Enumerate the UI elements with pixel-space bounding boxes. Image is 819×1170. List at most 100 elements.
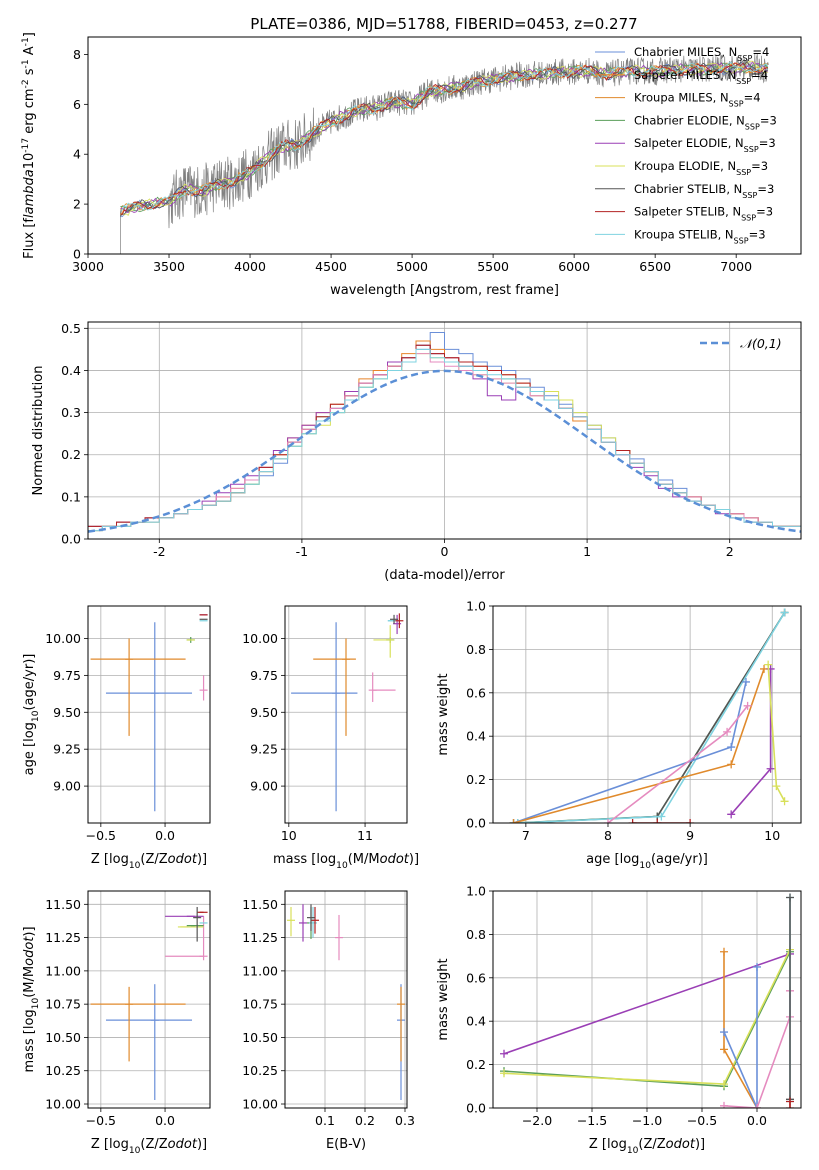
y-tick-label: 4 <box>73 147 81 162</box>
y-tick-label: 11.00 <box>45 963 81 978</box>
errorbar-point <box>307 904 315 931</box>
x-tick-label: 0.3 <box>395 1113 415 1128</box>
y-tick-label: 6 <box>73 97 81 112</box>
errorbar-point <box>90 986 186 1062</box>
legend-entry: Salpeter STELIB, NSSP=3 <box>634 205 773 223</box>
errorbar-point <box>397 986 405 1062</box>
model-spectrum-line <box>120 60 769 213</box>
y-tick-label: 8 <box>73 47 81 62</box>
model-spectrum-line <box>120 62 769 215</box>
y-tick-label: 9.00 <box>53 779 81 794</box>
x-tick-label: 11 <box>357 828 373 843</box>
panels-container: Chabrier MILES, NSSP=4 Salpeter MILES, NS… <box>21 32 802 1156</box>
x-tick-label: 10 <box>764 828 780 843</box>
mass-weight-line <box>517 612 786 823</box>
y-axis-label: mass [log10(M/Modot)] <box>22 926 41 1072</box>
x-tick-label: 0 <box>441 544 449 559</box>
mass-weight-marker <box>723 727 732 736</box>
y-tick-label: 11.50 <box>45 897 81 912</box>
mass-weight-line <box>503 953 791 1055</box>
y-tick-label: 11.00 <box>242 963 278 978</box>
plot-area <box>88 332 801 533</box>
x-tick-label: 0.1 <box>315 1113 335 1128</box>
plot-area <box>90 906 208 1101</box>
x-tick-label: -1 <box>296 544 308 559</box>
y-tick-label: 0.0 <box>61 532 81 547</box>
axes-frame <box>87 890 211 1109</box>
y-tick-label: 10.00 <box>242 631 278 646</box>
errorbar-point <box>309 906 317 938</box>
axes-frame <box>284 605 408 824</box>
plot-area <box>120 53 769 254</box>
y-tick-label: 10.00 <box>45 1097 81 1112</box>
legend-entry: Kroupa STELIB, NSSP=3 <box>634 227 766 245</box>
errorbar-point <box>313 638 356 736</box>
mass-weight-line <box>723 967 758 1108</box>
y-axis-label: mass weight <box>436 958 451 1040</box>
y-tick-label: 0.2 <box>61 447 81 462</box>
errorbar-point <box>193 906 202 942</box>
x-tick-label: 7 <box>522 828 530 843</box>
panel-age-vs-z: −0.5 0.0 9.00 9.25 9.50 9.75 10.00 Z [log10(Z/Z… <box>22 605 211 871</box>
plot-area <box>509 608 789 823</box>
mass-weight-marker <box>786 1097 794 1106</box>
model-spectrum-line <box>120 61 769 212</box>
y-tick-label: 2 <box>73 197 81 212</box>
y-tick-label: 0.3 <box>61 405 81 420</box>
mass-weight-marker <box>500 1069 508 1078</box>
y-tick-label: 0.0 <box>466 1101 486 1116</box>
y-tick-label: 10.75 <box>45 997 81 1012</box>
y-tick-label: 10.25 <box>45 1063 81 1078</box>
x-tick-label: 4000 <box>234 259 266 274</box>
errorbar-point <box>90 638 186 736</box>
x-axis-label: Z [log10(Z/Zodot)] <box>589 1137 705 1156</box>
errorbar-point <box>335 914 343 961</box>
errorbar-point <box>287 906 295 937</box>
y-tick-label: 9.50 <box>250 705 278 720</box>
mass-weight-marker <box>657 812 666 821</box>
axes-frame <box>492 605 802 824</box>
y-tick-label: 1.0 <box>466 599 486 614</box>
y-tick-label: 0.8 <box>466 642 486 657</box>
errorbar-point <box>368 672 396 702</box>
legend-entry: Chabrier MILES, NSSP=4 <box>634 45 769 63</box>
mass-weight-marker <box>628 819 637 823</box>
mass-weight-marker <box>741 677 750 686</box>
mass-weight-marker <box>686 819 695 823</box>
x-tick-label: 7000 <box>720 259 752 274</box>
observed-spectrum-line <box>120 53 769 254</box>
y-tick-label: 9.25 <box>53 742 81 757</box>
mass-weight-marker <box>603 819 612 823</box>
legend-entry: 𝒩(0,1) <box>740 336 782 351</box>
mass-weight-marker <box>727 743 736 752</box>
mass-weight-marker <box>720 1028 728 1037</box>
y-tick-label: 10.00 <box>45 631 81 646</box>
legend-entry: Chabrier STELIB, NSSP=3 <box>634 182 774 200</box>
mass-weight-marker <box>720 1101 728 1108</box>
y-tick-label: 0.4 <box>466 1014 486 1029</box>
x-tick-label: 10 <box>281 828 297 843</box>
x-axis-label: age [log10(age/yr)] <box>586 852 708 871</box>
x-tick-label: −0.5 <box>687 1113 717 1128</box>
errorbar-point <box>165 916 208 961</box>
errorbar-point <box>373 625 395 658</box>
mass-weight-marker <box>509 819 518 823</box>
plot-area <box>287 904 405 1101</box>
y-axis-label: age [log10(age/yr)] <box>22 654 41 776</box>
y-tick-label: 0.6 <box>466 970 486 985</box>
y-axis-label: Flux [flambda10-17 erg cm-2 s-1 A-1] <box>21 32 37 259</box>
model-spectrum-line <box>120 61 769 217</box>
legend-entry: Salpeter MILES, NSSP=4 <box>634 68 768 86</box>
mass-weight-marker <box>720 1045 728 1054</box>
x-tick-label: -2 <box>153 544 165 559</box>
mass-weight-marker <box>727 760 736 769</box>
histogram-series <box>88 348 801 532</box>
mass-weight-line <box>513 681 747 823</box>
x-tick-label: 6000 <box>558 259 590 274</box>
plot-area <box>500 893 794 1108</box>
mass-weight-marker <box>786 893 794 902</box>
x-tick-label: 0.2 <box>355 1113 375 1128</box>
x-axis-label: (data-model)/error <box>384 568 505 583</box>
x-tick-label: 2 <box>726 544 734 559</box>
y-tick-label: 0 <box>73 247 81 262</box>
